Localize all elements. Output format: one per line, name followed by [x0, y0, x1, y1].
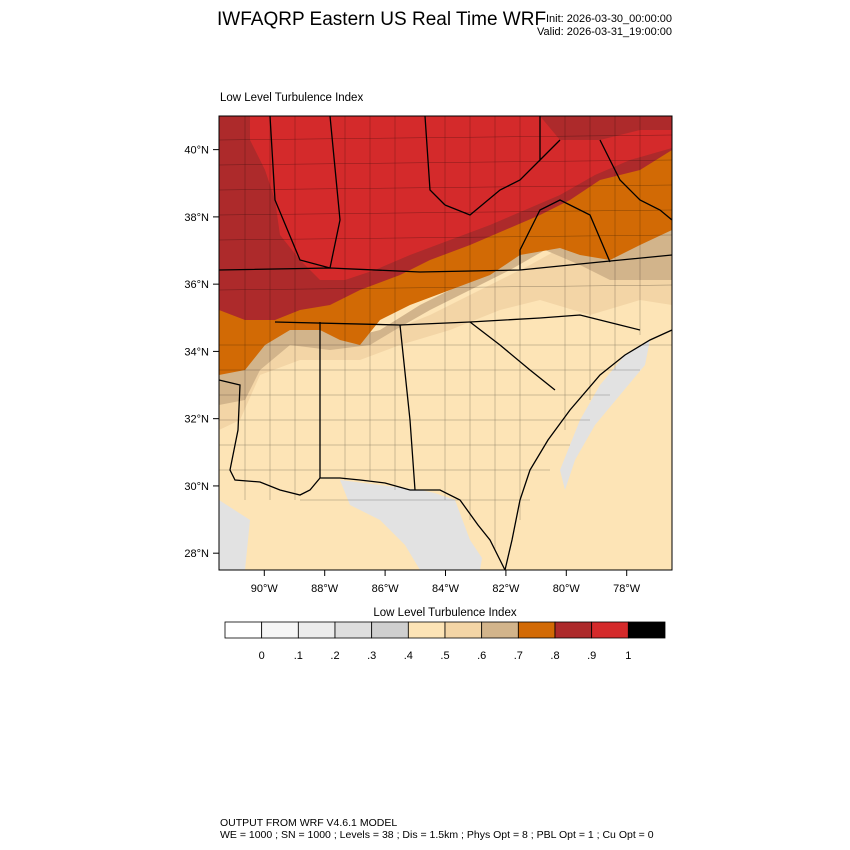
county-boundaries: [219, 116, 672, 550]
legend-swatch: [297, 621, 336, 639]
legend-label: .8: [550, 650, 559, 662]
legend-swatch: [554, 621, 593, 639]
lon-tick-label: 86°W: [372, 583, 400, 595]
legend-label: .7: [514, 650, 523, 662]
field-grey-gulf: [340, 480, 485, 570]
map-plot-area: [219, 116, 672, 570]
legend-swatch: [481, 621, 519, 639]
legend-swatch: [444, 621, 483, 639]
field-red: [250, 116, 672, 280]
lat-axis: 40°N 38°N 36°N 34°N 32°N 30°N 28°N: [184, 145, 219, 560]
legend-title: Low Level Turbulence Index: [373, 607, 517, 619]
field-grey-atlantic: [560, 340, 650, 490]
main-title: IWFAQRP Eastern US Real Time WRF: [217, 9, 547, 30]
legend-label: .5: [440, 650, 449, 662]
field-land-low: [219, 300, 672, 570]
legend-swatch: [407, 621, 446, 639]
legend-label: .1: [294, 650, 303, 662]
legend-label: 0: [259, 650, 265, 662]
legend-swatch: [224, 621, 263, 639]
legend-swatch: [371, 621, 409, 639]
lon-tick-label: 90°W: [251, 583, 279, 595]
lon-tick-label: 82°W: [492, 583, 520, 595]
init-time: Init: 2026-03-30_00:00:00: [546, 13, 672, 25]
legend-label: .4: [404, 650, 413, 662]
legend-label: .2: [330, 650, 339, 662]
lon-tick-label: 84°W: [432, 583, 460, 595]
legend-swatch: [334, 621, 373, 639]
legend-label: 1: [625, 650, 631, 662]
legend-swatch: [517, 621, 556, 639]
field-grey-gulf-west: [219, 500, 250, 570]
lat-tick-label: 38°N: [184, 212, 209, 224]
lon-tick-label: 78°W: [613, 583, 641, 595]
legend-label: .3: [367, 650, 376, 662]
valid-time: Valid: 2026-03-31_19:00:00: [537, 26, 672, 38]
field-lowmid: [219, 205, 672, 430]
lon-axis: 90°W 88°W 86°W 84°W 82°W 80°W 78°W: [251, 570, 641, 595]
legend-label: .9: [587, 650, 596, 662]
legend-label: .6: [477, 650, 486, 662]
lat-tick-label: 36°N: [184, 279, 209, 291]
lat-tick-label: 30°N: [184, 481, 209, 493]
legend-swatch: [261, 621, 299, 639]
map-title: Low Level Turbulence Index: [220, 92, 364, 104]
legend-swatch: [627, 621, 666, 639]
footer-config-line: WE = 1000 ; SN = 1000 ; Levels = 38 ; Di…: [220, 829, 654, 841]
legend-labelbar: 0 .1 .2 .3 .4 .5 .6 .7 .8 .9 1: [224, 621, 666, 662]
lat-tick-label: 40°N: [184, 145, 209, 157]
lat-tick-label: 28°N: [184, 548, 209, 560]
lon-tick-label: 80°W: [553, 583, 581, 595]
footer-model-line: OUTPUT FROM WRF V4.6.1 MODEL: [220, 817, 398, 829]
legend-swatch: [591, 621, 629, 639]
lat-tick-label: 34°N: [184, 346, 209, 358]
lat-tick-label: 32°N: [184, 414, 209, 426]
lon-tick-label: 88°W: [311, 583, 339, 595]
